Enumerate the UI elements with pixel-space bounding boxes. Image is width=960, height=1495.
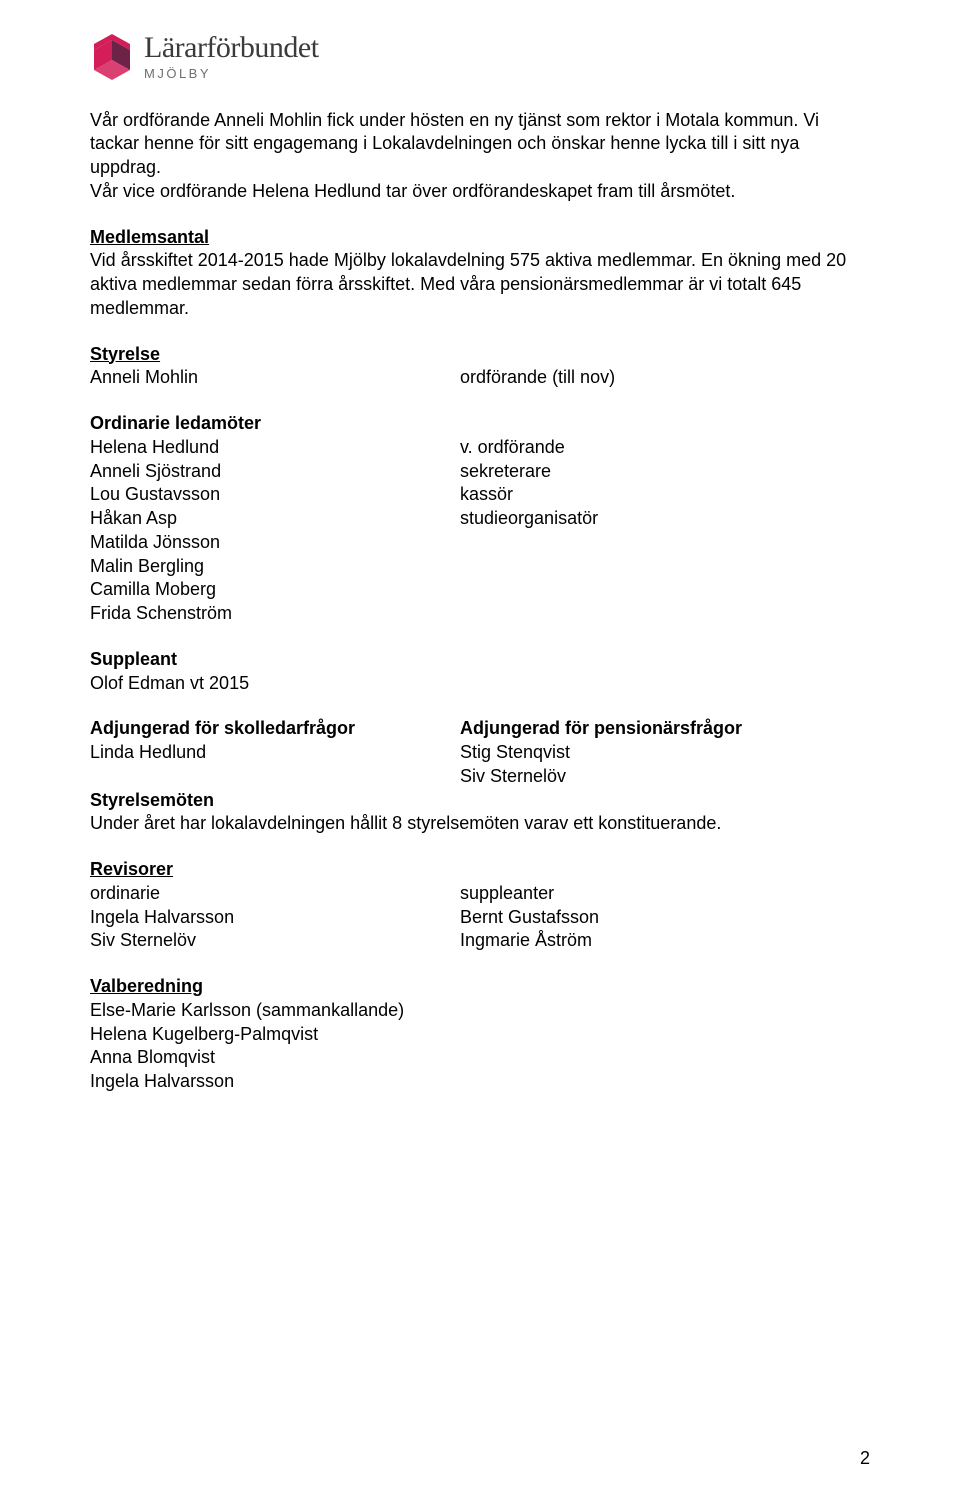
intro-p1: Vår ordförande Anneli Mohlin fick under …: [90, 109, 870, 180]
valberedning-0: Else-Marie Karlsson (sammankallande): [90, 999, 870, 1023]
adjungerad-block: Adjungerad för skolledarfrågor Linda Hed…: [90, 717, 870, 788]
styrelse-role-0: ordförande (till nov): [460, 366, 870, 390]
page-number: 2: [860, 1448, 870, 1469]
revisorer-right-1: Ingmarie Åström: [460, 929, 870, 953]
revisorer-heading: Revisorer: [90, 858, 870, 882]
styrelsemoten-block: Styrelsemöten Under året har lokalavdeln…: [90, 789, 870, 837]
intro-p2: Vår vice ordförande Helena Hedlund tar ö…: [90, 180, 870, 204]
valberedning-1: Helena Kugelberg-Palmqvist: [90, 1023, 870, 1047]
suppleant-block: Suppleant Olof Edman vt 2015: [90, 648, 870, 696]
brand-name: Lärarförbundet: [144, 32, 319, 64]
medlemsantal-heading: Medlemsantal: [90, 226, 870, 250]
ordinarie-block: Ordinarie ledamöter Helena Hedlundv. ord…: [90, 412, 870, 626]
valberedning-block: Valberedning Else-Marie Karlsson (samman…: [90, 975, 870, 1094]
styrelsemoten-heading: Styrelsemöten: [90, 789, 870, 813]
revisorer-left-sub: ordinarie: [90, 882, 460, 906]
ordinarie-heading: Ordinarie ledamöter: [90, 412, 870, 436]
ordinarie-name-3: Håkan Asp: [90, 507, 460, 531]
revisorer-left-0: Ingela Halvarsson: [90, 906, 460, 930]
ordinarie-name-7: Frida Schenström: [90, 602, 460, 626]
medlemsantal-block: Medlemsantal Vid årsskiftet 2014-2015 ha…: [90, 226, 870, 321]
revisorer-block: Revisorer ordinarie Ingela Halvarsson Si…: [90, 858, 870, 953]
ordinarie-name-4: Matilda Jönsson: [90, 531, 460, 555]
revisorer-left-1: Siv Sternelöv: [90, 929, 460, 953]
styrelsemoten-body: Under året har lokalavdelningen hållit 8…: [90, 812, 870, 836]
revisorer-right-sub: suppleanter: [460, 882, 870, 906]
intro-block: Vår ordförande Anneli Mohlin fick under …: [90, 109, 870, 204]
valberedning-heading: Valberedning: [90, 975, 870, 999]
ordinarie-role-0: v. ordförande: [460, 436, 870, 460]
ordinarie-role-1: sekreterare: [460, 460, 870, 484]
adj-left-0: Linda Hedlund: [90, 741, 460, 765]
ordinarie-role-2: kassör: [460, 483, 870, 507]
suppleant-line: Olof Edman vt 2015: [90, 672, 870, 696]
adj-right-1: Siv Sternelöv: [460, 765, 870, 789]
adj-right-heading: Adjungerad för pensionärsfrågor: [460, 717, 870, 741]
ordinarie-role-3: studieorganisatör: [460, 507, 870, 531]
styrelse-name-0: Anneli Mohlin: [90, 366, 460, 390]
ordinarie-name-6: Camilla Moberg: [90, 578, 460, 602]
styrelse-block: Styrelse Anneli Mohlin ordförande (till …: [90, 343, 870, 391]
ordinarie-name-1: Anneli Sjöstrand: [90, 460, 460, 484]
medlemsantal-body: Vid årsskiftet 2014-2015 hade Mjölby lok…: [90, 249, 870, 320]
logo-icon: [90, 32, 134, 80]
valberedning-2: Anna Blomqvist: [90, 1046, 870, 1070]
valberedning-3: Ingela Halvarsson: [90, 1070, 870, 1094]
ordinarie-name-0: Helena Hedlund: [90, 436, 460, 460]
logo: Lärarförbundet MJÖLBY: [90, 32, 870, 81]
styrelse-heading: Styrelse: [90, 343, 870, 367]
ordinarie-name-5: Malin Bergling: [90, 555, 460, 579]
suppleant-heading: Suppleant: [90, 648, 870, 672]
adj-left-heading: Adjungerad för skolledarfrågor: [90, 717, 460, 741]
revisorer-right-0: Bernt Gustafsson: [460, 906, 870, 930]
ordinarie-name-2: Lou Gustavsson: [90, 483, 460, 507]
brand-sub: MJÖLBY: [144, 66, 319, 81]
adj-right-0: Stig Stenqvist: [460, 741, 870, 765]
